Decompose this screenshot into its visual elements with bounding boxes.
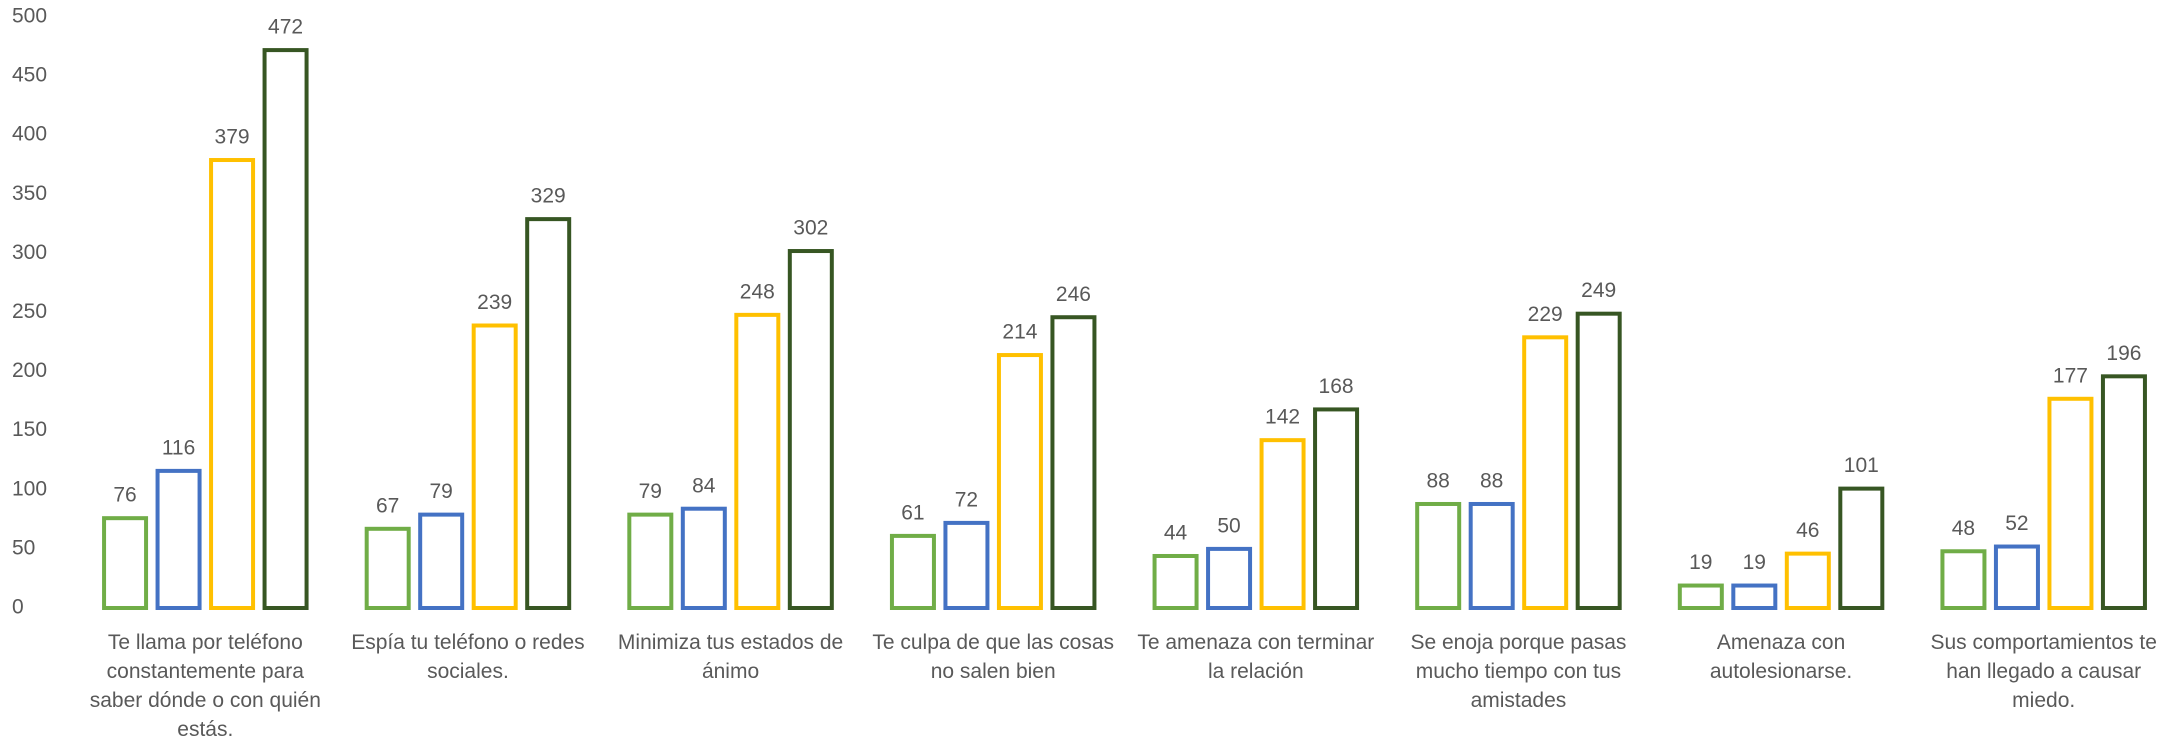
bar (1313, 407, 1360, 611)
data-label: 379 (215, 126, 250, 149)
data-label: 329 (531, 185, 566, 208)
bar (1838, 486, 1885, 611)
y-tick-label: 500 (12, 5, 47, 28)
data-label: 168 (1319, 375, 1354, 398)
data-label: 50 (1217, 514, 1240, 537)
bar (525, 217, 572, 610)
data-label: 101 (1844, 454, 1879, 477)
bar (1731, 583, 1778, 610)
bar (2047, 396, 2094, 611)
bar (1206, 546, 1253, 611)
bar (1784, 551, 1831, 610)
bar (1677, 583, 1724, 610)
data-label: 248 (740, 280, 775, 303)
bar (1152, 553, 1199, 611)
data-label: 72 (955, 488, 978, 511)
data-label: 116 (162, 436, 195, 459)
y-tick-label: 300 (12, 241, 47, 264)
data-label: 239 (477, 291, 512, 314)
bar (1050, 315, 1097, 610)
data-label: 46 (1796, 519, 1819, 542)
bar (209, 158, 256, 610)
bar (471, 323, 518, 610)
x-tick-label: Te culpa de que las cosas no salen bien (872, 631, 1115, 683)
data-label: 177 (2053, 364, 2088, 387)
data-label: 246 (1056, 283, 1091, 306)
y-tick-label: 200 (12, 359, 47, 382)
bar (364, 526, 411, 611)
x-tick-label: Amenaza con autolesionarse. (1709, 631, 1853, 683)
data-label: 302 (793, 217, 828, 240)
data-label: 196 (2106, 342, 2141, 365)
data-label: 214 (1002, 321, 1037, 344)
bar (102, 516, 149, 611)
data-label: 472 (268, 16, 303, 39)
bar (262, 48, 309, 610)
bar (1940, 549, 1987, 610)
bar (1415, 501, 1462, 611)
data-label: 67 (376, 494, 399, 517)
x-tick-label: Minimiza tus estados de ánimo (617, 631, 844, 683)
data-label: 142 (1265, 406, 1300, 429)
bar (680, 506, 727, 611)
bar (1993, 544, 2040, 611)
x-tick-label: Te llama por teléfono constantemente par… (89, 631, 321, 737)
data-label: 52 (2005, 512, 2028, 535)
data-label: 76 (113, 484, 136, 507)
bar (627, 512, 674, 611)
data-label: 79 (639, 480, 662, 503)
data-label: 88 (1480, 470, 1503, 493)
x-tick-label: Espía tu teléfono o redes sociales. (351, 631, 585, 683)
bar (734, 312, 781, 610)
data-label: 19 (1743, 551, 1766, 574)
data-label: 229 (1528, 303, 1563, 326)
bar (889, 533, 936, 611)
data-label: 44 (1164, 522, 1188, 545)
data-label: 48 (1952, 517, 1975, 540)
data-label: 88 (1427, 470, 1450, 493)
y-tick-label: 0 (12, 596, 24, 619)
data-label: 79 (430, 480, 453, 503)
y-tick-label: 50 (12, 536, 35, 559)
bar (1575, 311, 1622, 610)
bar (943, 520, 990, 610)
bar (1522, 335, 1569, 610)
bar (1259, 438, 1306, 610)
bar (2100, 374, 2147, 610)
y-tick-label: 450 (12, 64, 47, 87)
data-label: 84 (692, 474, 716, 497)
bar (418, 512, 465, 611)
y-tick-label: 400 (12, 123, 47, 146)
data-label: 249 (1581, 279, 1616, 302)
y-tick-label: 100 (12, 477, 47, 500)
bar (996, 353, 1043, 610)
bar (787, 249, 834, 610)
x-tick-label: Te amenaza con terminar la relación (1137, 631, 1375, 683)
data-label: 19 (1689, 551, 1712, 574)
y-tick-label: 250 (12, 300, 47, 323)
bar (155, 468, 202, 610)
x-tick-label: Se enoja porque pasas mucho tiempo con t… (1410, 631, 1627, 712)
bar (1468, 501, 1515, 611)
y-tick-label: 150 (12, 418, 47, 441)
y-tick-label: 350 (12, 182, 47, 205)
data-label: 61 (901, 501, 924, 524)
x-tick-label: Sus comportamientos te han llegado a cau… (1930, 631, 2157, 712)
